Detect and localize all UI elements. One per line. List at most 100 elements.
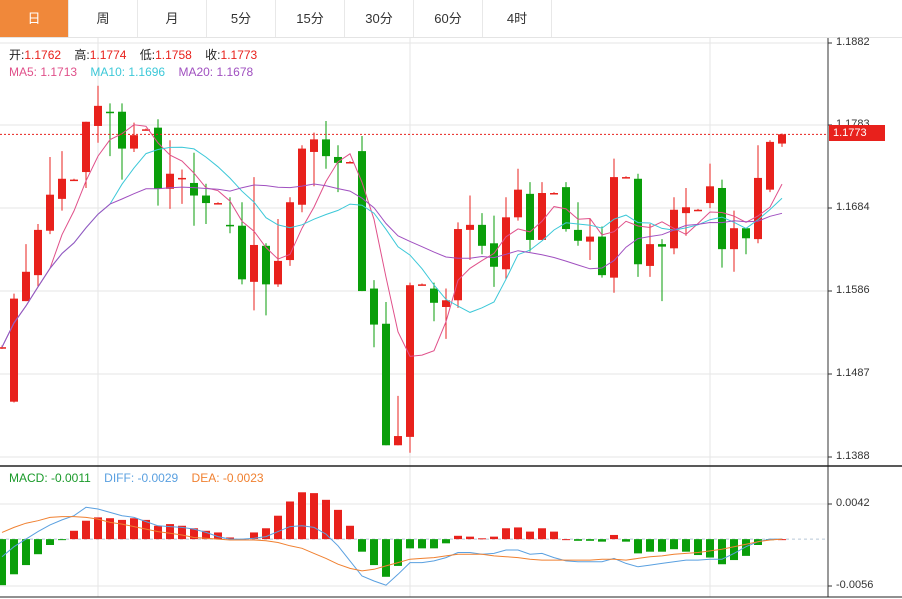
macd-bar	[622, 539, 630, 542]
candle-body	[622, 177, 630, 179]
macd-bar	[346, 525, 354, 540]
period-tabs: 日 周 月 5分 15分 30分 60分 4时	[0, 0, 902, 38]
candle-body	[358, 151, 366, 292]
candle-body	[514, 189, 522, 218]
candle-body	[538, 193, 546, 240]
diff-value: DIFF: -0.0029	[104, 471, 179, 485]
price-tick: 1.1586	[836, 284, 870, 296]
macd-bar	[586, 539, 594, 541]
price-tick: 1.1388	[836, 450, 870, 462]
macd-bar	[34, 539, 42, 555]
macd-bar	[322, 499, 330, 540]
candle-body	[394, 436, 402, 446]
close-value: 1.1773	[220, 48, 258, 62]
candle-body	[682, 207, 690, 214]
macd-bar	[646, 539, 654, 552]
candle-body	[118, 111, 126, 149]
macd-bar	[610, 534, 618, 540]
macd-bar	[46, 539, 54, 545]
candle-body	[706, 186, 714, 204]
candle-body	[10, 298, 18, 402]
ma-info: MA5: 1.1713 MA10: 1.1696 MA20: 1.1678	[9, 65, 263, 79]
candle-body	[70, 179, 78, 182]
candle-body	[178, 177, 186, 180]
macd-bar	[226, 537, 234, 540]
candle-body	[106, 111, 114, 114]
candle-body	[766, 141, 774, 190]
dea-line	[1, 516, 783, 572]
price-tick: 1.1487	[836, 367, 870, 379]
macd-bar	[778, 539, 786, 541]
ma10-value: MA10: 1.1696	[90, 65, 166, 79]
candle-body	[250, 244, 258, 282]
candle-body	[430, 288, 438, 303]
macd-bar	[250, 532, 258, 540]
price-tick: 1.1882	[836, 36, 870, 48]
candle-body	[778, 134, 786, 144]
tab-30min[interactable]: 30分	[345, 0, 414, 37]
candle-body	[490, 243, 498, 267]
macd-bar	[718, 539, 726, 565]
candle-body	[634, 178, 642, 265]
macd-bar	[310, 493, 318, 540]
current-price-tag: 1.1773	[829, 125, 885, 141]
tab-day[interactable]: 日	[0, 0, 69, 37]
macd-bar	[634, 539, 642, 554]
macd-bar	[22, 539, 30, 566]
tab-week[interactable]: 周	[69, 0, 138, 37]
ma20-value: MA20: 1.1678	[178, 65, 254, 79]
macd-bar	[514, 527, 522, 540]
macd-bar	[106, 518, 114, 540]
candle-body	[94, 105, 102, 126]
candle-body	[34, 229, 42, 276]
tab-15min[interactable]: 15分	[276, 0, 345, 37]
candle-body	[214, 203, 222, 205]
candle-body	[598, 236, 606, 276]
candle-body	[58, 178, 66, 199]
macd-tick: -0.0056	[836, 579, 874, 591]
candle-body	[730, 228, 738, 250]
candle-body	[610, 177, 618, 278]
candle-body	[754, 177, 762, 240]
candle-body	[742, 228, 750, 239]
candle-body	[658, 244, 666, 247]
candle-body	[586, 236, 594, 242]
macd-bar	[166, 524, 174, 540]
tab-60min[interactable]: 60分	[414, 0, 483, 37]
low-label: 低:	[139, 48, 156, 62]
candle-body	[502, 217, 510, 270]
macd-bar	[466, 536, 474, 540]
macd-bar	[682, 539, 690, 552]
candle-body	[574, 229, 582, 241]
candle-body	[550, 193, 558, 195]
macd-bar	[694, 539, 702, 556]
macd-bar	[538, 528, 546, 540]
macd-bar	[0, 539, 6, 586]
ma20-line	[1, 183, 783, 348]
candle-body	[334, 156, 342, 163]
candle-body	[454, 229, 462, 301]
low-value: 1.1758	[155, 48, 192, 62]
macd-bar	[70, 530, 78, 540]
candle-body	[382, 323, 390, 446]
candle-body	[46, 194, 54, 231]
candle-body	[166, 173, 174, 189]
macd-bar	[430, 539, 438, 549]
high-label: 高:	[74, 48, 90, 62]
tab-4hour[interactable]: 4时	[483, 0, 552, 37]
candle-body	[22, 271, 30, 302]
macd-bar	[418, 539, 426, 549]
macd-bar	[358, 539, 366, 552]
candle-body	[310, 139, 318, 152]
macd-bar	[58, 539, 66, 541]
macd-tick: 0.0042	[836, 497, 870, 509]
candle-body	[202, 195, 210, 204]
tab-month[interactable]: 月	[138, 0, 207, 37]
candle-body	[526, 193, 534, 240]
macd-bar	[334, 509, 342, 540]
macd-bar	[370, 539, 378, 566]
candle-body	[418, 284, 426, 286]
tab-5min[interactable]: 5分	[207, 0, 276, 37]
macd-bar	[574, 539, 582, 541]
